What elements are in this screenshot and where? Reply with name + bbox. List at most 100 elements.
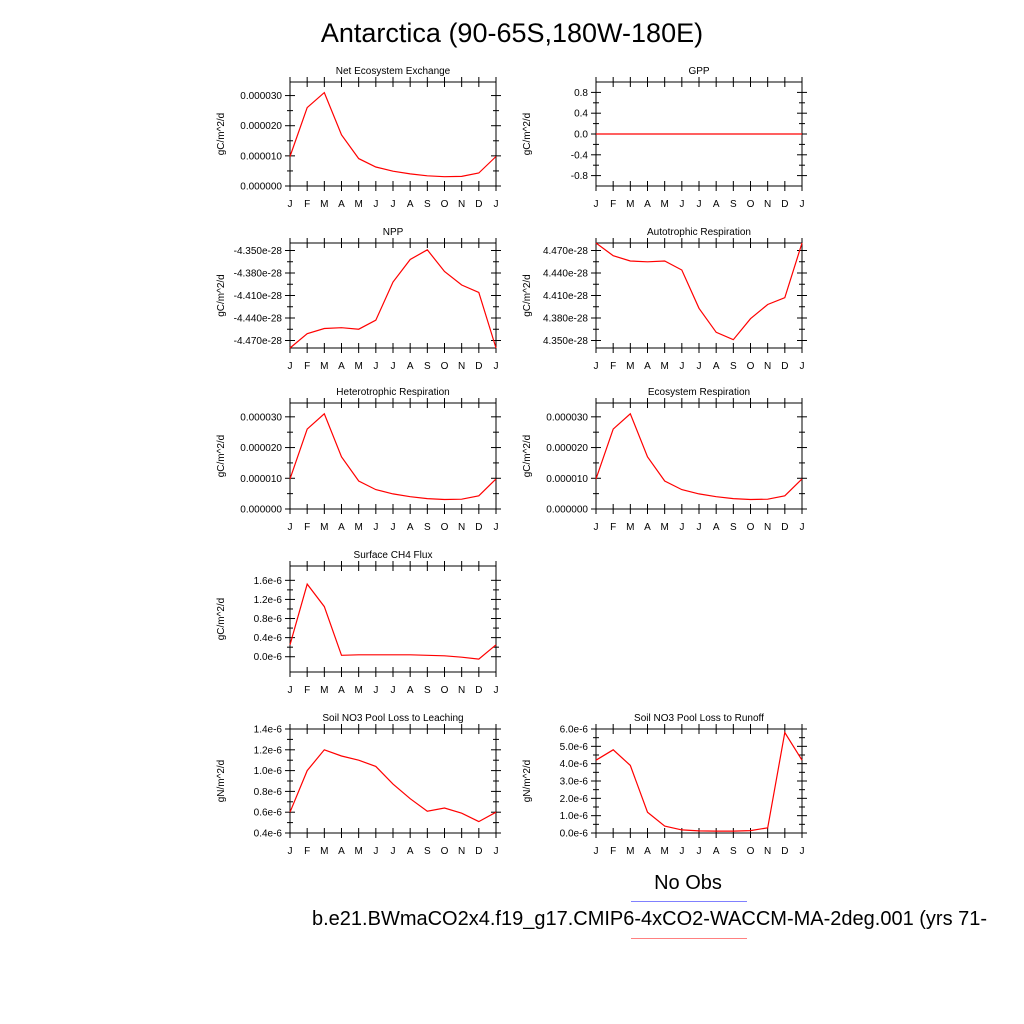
x-tick-label: A [338,361,345,372]
x-tick-label: J [373,199,378,210]
y-tick-label: 0.000020 [240,121,282,132]
x-tick-label: N [764,522,771,533]
x-tick-label: J [697,522,702,533]
y-axis-label: gC/m^2/d [216,274,227,317]
x-tick-label: F [304,199,310,210]
y-tick-label: 4.470e-28 [543,246,588,257]
series-line [595,412,803,501]
legend-obs-label: No Obs [654,872,722,894]
plot-frame [595,402,803,510]
series-line [289,749,497,823]
x-tick-label: O [747,199,755,210]
panel-leach: Soil NO3 Pool Loss to Leaching gN/m^2/d 0.… [216,713,501,857]
x-tick-label: A [713,361,720,372]
x-tick-label: J [594,361,599,372]
x-tick-label: F [304,685,310,696]
panel-title: NPP [383,227,404,238]
x-tick-label: F [610,199,616,210]
x-tick-label: J [697,199,702,210]
x-tick-label: F [610,522,616,533]
y-axis-label: gC/m^2/d [522,274,533,317]
y-tick-label: 1.0e-6 [560,811,589,822]
x-tick-label: J [391,846,396,857]
y-tick-label: 6.0e-6 [560,725,589,736]
x-tick-label: S [424,522,431,533]
x-tick-label: M [354,361,362,372]
x-tick-label: J [373,685,378,696]
x-tick-label: A [644,522,651,533]
x-tick-label: A [644,199,651,210]
x-tick-label: J [288,199,293,210]
x-tick-label: F [610,846,616,857]
y-tick-label: 0.000000 [240,182,282,193]
x-tick-label: J [373,361,378,372]
page-title: Antarctica (90-65S,180W-180E) [320,18,704,48]
y-tick-label: 0.000030 [240,91,282,102]
y-tick-label: 0.8e-6 [254,787,283,798]
x-tick-label: M [626,846,634,857]
x-tick-label: D [475,361,482,372]
x-tick-label: D [781,846,788,857]
y-tick-label: 0.0e-6 [560,829,589,840]
x-tick-label: J [697,361,702,372]
y-tick-label: 4.0e-6 [560,759,589,770]
plot-frame [595,728,803,834]
x-tick-label: N [764,199,771,210]
x-tick-label: A [644,846,651,857]
x-tick-label: J [373,846,378,857]
x-tick-label: J [594,199,599,210]
x-tick-label: M [354,846,362,857]
x-tick-label: O [441,522,449,533]
x-tick-label: J [288,361,293,372]
plot-frame [289,565,497,673]
x-tick-label: A [338,199,345,210]
y-tick-label: 4.350e-28 [543,336,588,347]
x-tick-label: A [713,199,720,210]
x-tick-label: J [800,846,805,857]
x-tick-label: J [391,361,396,372]
x-tick-label: D [781,199,788,210]
y-tick-label: 0.0e-6 [254,652,283,663]
panel-title: Net Ecosystem Exchange [336,66,451,77]
y-tick-label: -4.410e-28 [234,291,283,302]
series-line [289,582,497,660]
y-tick-label: 0.000010 [546,474,588,485]
panel-title: GPP [688,66,709,77]
y-tick-label: 0.000030 [546,412,588,423]
x-tick-label: J [391,685,396,696]
x-tick-label: S [424,685,431,696]
series-line [289,412,497,501]
x-tick-label: O [747,361,755,372]
y-tick-label: 0.0 [574,130,588,141]
x-tick-label: J [391,522,396,533]
y-tick-label: 0.4e-6 [254,633,283,644]
x-tick-label: A [338,846,345,857]
series-line [289,91,497,178]
x-tick-label: M [320,199,328,210]
y-tick-label: 1.2e-6 [254,595,283,606]
x-tick-label: A [407,361,414,372]
x-tick-label: A [644,361,651,372]
x-tick-label: S [730,522,737,533]
x-tick-label: S [730,361,737,372]
x-tick-label: J [391,199,396,210]
y-tick-label: -0.8 [571,171,589,182]
y-tick-label: 0.4 [574,109,588,120]
x-tick-label: S [424,199,431,210]
panel-title: Surface CH4 Flux [354,550,433,561]
x-tick-label: J [679,522,684,533]
x-tick-label: S [730,199,737,210]
x-tick-label: F [304,522,310,533]
y-tick-label: 0.000020 [240,443,282,454]
x-tick-label: J [288,522,293,533]
y-tick-label: -4.470e-28 [234,336,283,347]
y-tick-label: 1.2e-6 [254,745,283,756]
y-axis-label: gC/m^2/d [216,435,227,478]
y-tick-label: 0.000010 [240,474,282,485]
y-tick-label: 4.410e-28 [543,291,588,302]
x-tick-label: O [441,199,449,210]
x-tick-label: J [373,522,378,533]
y-axis-label: gN/m^2/d [216,760,227,803]
